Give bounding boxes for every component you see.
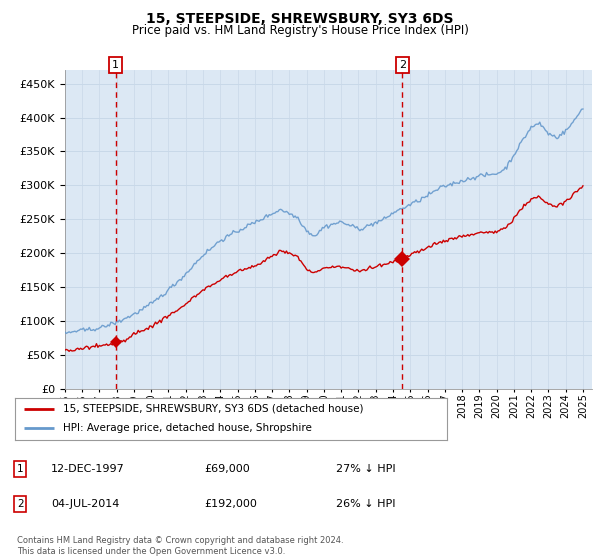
Text: 15, STEEPSIDE, SHREWSBURY, SY3 6DS: 15, STEEPSIDE, SHREWSBURY, SY3 6DS (146, 12, 454, 26)
Text: 1: 1 (17, 464, 23, 474)
Text: 12-DEC-1997: 12-DEC-1997 (51, 464, 125, 474)
Text: £192,000: £192,000 (204, 499, 257, 509)
Text: 2: 2 (399, 60, 406, 70)
Text: £69,000: £69,000 (204, 464, 250, 474)
Text: 1: 1 (112, 60, 119, 70)
Text: Price paid vs. HM Land Registry's House Price Index (HPI): Price paid vs. HM Land Registry's House … (131, 24, 469, 36)
Text: 26% ↓ HPI: 26% ↓ HPI (336, 499, 395, 509)
Text: 2: 2 (17, 499, 23, 509)
Text: 15, STEEPSIDE, SHREWSBURY, SY3 6DS (detached house): 15, STEEPSIDE, SHREWSBURY, SY3 6DS (deta… (62, 404, 363, 414)
Text: 04-JUL-2014: 04-JUL-2014 (51, 499, 119, 509)
Text: Contains HM Land Registry data © Crown copyright and database right 2024.
This d: Contains HM Land Registry data © Crown c… (17, 536, 343, 556)
Text: HPI: Average price, detached house, Shropshire: HPI: Average price, detached house, Shro… (62, 423, 311, 433)
Text: 27% ↓ HPI: 27% ↓ HPI (336, 464, 395, 474)
